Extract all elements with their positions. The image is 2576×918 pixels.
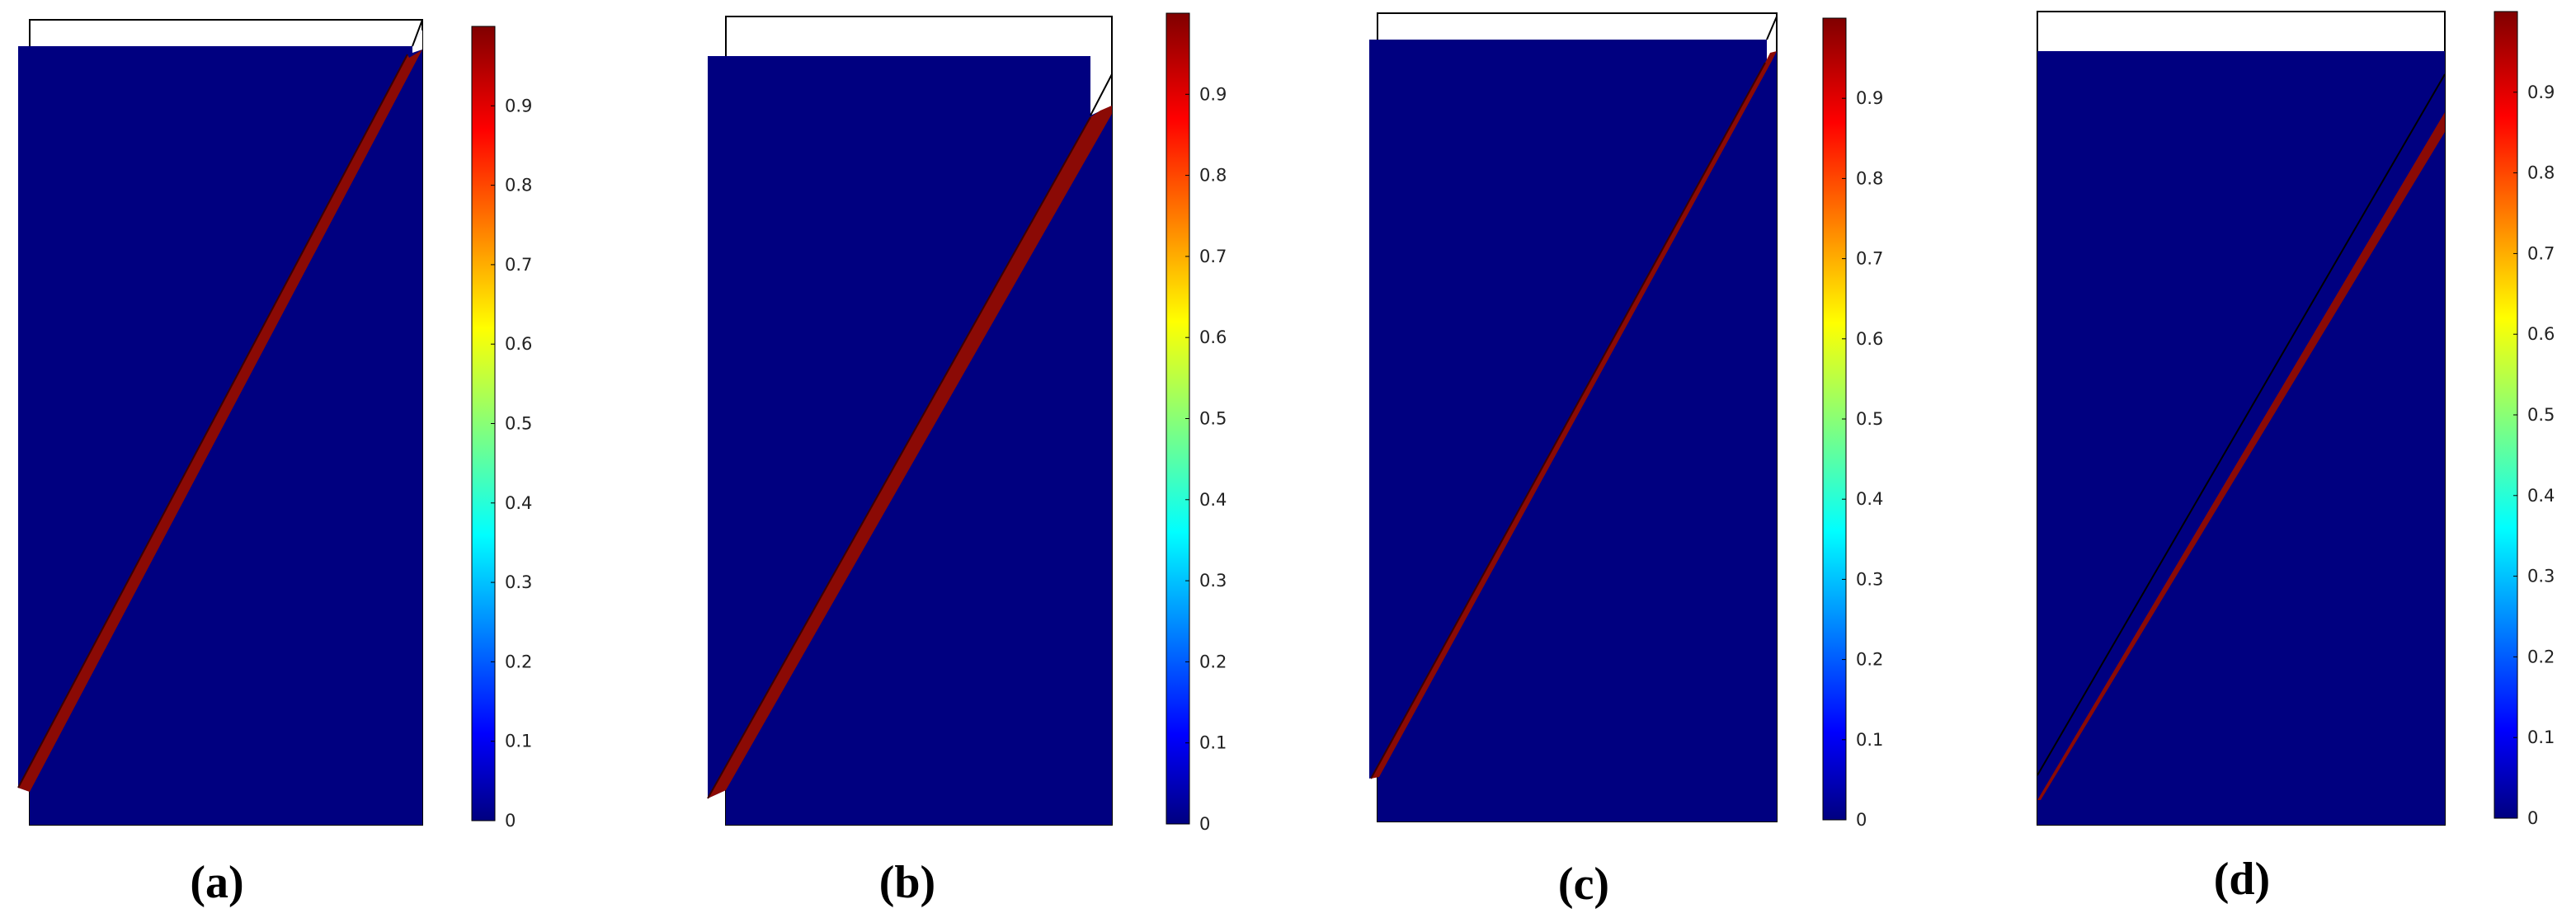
- panel-b-colorbar-tick-label: 0.5: [1199, 409, 1227, 429]
- panel-d-colorbar-tick-label: 0.1: [2527, 727, 2555, 747]
- panel-c-caption: (c): [1558, 859, 1609, 910]
- panel-d: 0 0.1 0.2 0.3 0.4 0.5 0.6 0.7 0.8 0.9 (d): [2037, 11, 2555, 905]
- panel-d-blue-field: [2037, 51, 2445, 825]
- panel-c-colorbar-tick-label: 0.4: [1856, 489, 1883, 509]
- panel-c-colorbar-tick-label: 0.9: [1856, 88, 1883, 108]
- panel-d-colorbar-tick-label: 0.9: [2527, 82, 2555, 102]
- panel-c-band-edge: [1370, 62, 1766, 779]
- panel-c-colorbar-tick-label: 0.3: [1856, 569, 1883, 589]
- panel-a-colorbar-tick-label: 0: [505, 811, 516, 831]
- panel-d-colorbar: 0 0.1 0.2 0.3 0.4 0.5 0.6 0.7 0.8 0.9: [2494, 11, 2555, 828]
- panel-b-band-edge: [707, 116, 1091, 799]
- panel-c-colorbar-tick-label: 0.1: [1856, 730, 1883, 750]
- panel-a-colorbar-tick-label: 0.6: [505, 334, 532, 354]
- panel-d-colorbar-tick-label: 0.8: [2527, 163, 2555, 183]
- panel-d-colorbar-tick-label: 0.4: [2527, 486, 2555, 506]
- panel-d-outline-line: [2037, 73, 2446, 776]
- panel-a-colorbar-tick-label: 0.7: [505, 255, 532, 275]
- panel-a-colorbar-tick-label: 0.3: [505, 572, 532, 592]
- panel-c: 0 0.1 0.2 0.3 0.4 0.5 0.6 0.7 0.8 0.9 (c): [1369, 12, 1883, 910]
- panel-b-colorbar-tick-label: 0: [1199, 814, 1210, 834]
- panel-c-colorbar-tick-label: 0.6: [1856, 329, 1883, 349]
- panel-b-colorbar-tick-label: 0.1: [1199, 733, 1227, 753]
- panel-b-colorbar-tick-label: 0.7: [1199, 247, 1227, 266]
- panel-b-corner-edge: [1090, 73, 1113, 116]
- panel-d-phase-band: [2037, 112, 2445, 800]
- panel-a-colorbar-tick-label: 0.9: [505, 96, 532, 115]
- panel-d-colorbar-tick-label: 0.6: [2527, 324, 2555, 344]
- panel-a-colorbar: 0 0.1 0.2 0.3 0.4 0.5 0.6 0.7 0.8 0.9: [471, 26, 532, 831]
- panel-d-colorbar-tick-label: 0.7: [2527, 243, 2555, 263]
- panel-d-colorbar-tick-label: 0.5: [2527, 405, 2555, 425]
- panel-b-colorbar-tick-label: 0.6: [1199, 327, 1227, 347]
- panel-d-colorbar-tick-label: 0.3: [2527, 567, 2555, 586]
- panel-a-colorbar-tick-label: 0.4: [505, 493, 532, 513]
- panel-d-colorbar-tick-label: 0.2: [2527, 647, 2555, 666]
- panel-d-colorbar-tick-label: 0: [2527, 808, 2538, 828]
- panel-b-colorbar-tick-label: 0.9: [1199, 84, 1227, 104]
- panel-b-colorbar-tick-label: 0.2: [1199, 652, 1227, 671]
- panel-c-colorbar-tick-label: 0.7: [1856, 249, 1883, 269]
- panel-a-caption: (a): [190, 857, 243, 908]
- panel-c-colorbar: 0 0.1 0.2 0.3 0.4 0.5 0.6 0.7 0.8 0.9: [1822, 17, 1883, 830]
- panel-b-colorbar-tick-label: 0.4: [1199, 490, 1227, 510]
- panel-c-colorbar-tick-label: 0.2: [1856, 650, 1883, 670]
- panel-a-colorbar-tick-label: 0.2: [505, 652, 532, 671]
- panel-a-band-edge: [17, 54, 408, 789]
- panel-a-colorbar-tick-label: 0.8: [505, 176, 532, 195]
- panel-c-colorbar-tick-label: 0.5: [1856, 409, 1883, 429]
- panel-b-caption: (b): [879, 857, 935, 908]
- panel-b-colorbar-tick-label: 0.3: [1199, 571, 1227, 591]
- panel-b-colorbar: 0 0.1 0.2 0.3 0.4 0.5 0.6 0.7 0.8 0.9: [1166, 12, 1227, 834]
- panel-c-colorbar-tick-label: 0.8: [1856, 168, 1883, 188]
- panel-a-corner-wedge: [412, 30, 422, 53]
- panel-c-corner-edge: [1766, 16, 1778, 40]
- panel-a-colorbar-tick-label: 0.1: [505, 732, 532, 751]
- panel-b-colorbar-tick-label: 0.8: [1199, 166, 1227, 186]
- panel-a-phase-band: [18, 49, 422, 792]
- panel-d-caption: (d): [2214, 854, 2270, 905]
- panel-a-corner-edge: [412, 19, 423, 47]
- panel-c-phase-band: [1371, 51, 1777, 779]
- panel-c-colorbar-tick-label: 0: [1856, 810, 1867, 830]
- panel-b-phase-band: [708, 106, 1112, 798]
- panel-b: 0 0.1 0.2 0.3 0.4 0.5 0.6 0.7 0.8 0.9 (b): [707, 12, 1227, 908]
- panel-a: 0 0.1 0.2 0.3 0.4 0.5 0.6 0.7 0.8 0.9 (a): [17, 19, 532, 908]
- panel-a-colorbar-tick-label: 0.5: [505, 414, 532, 434]
